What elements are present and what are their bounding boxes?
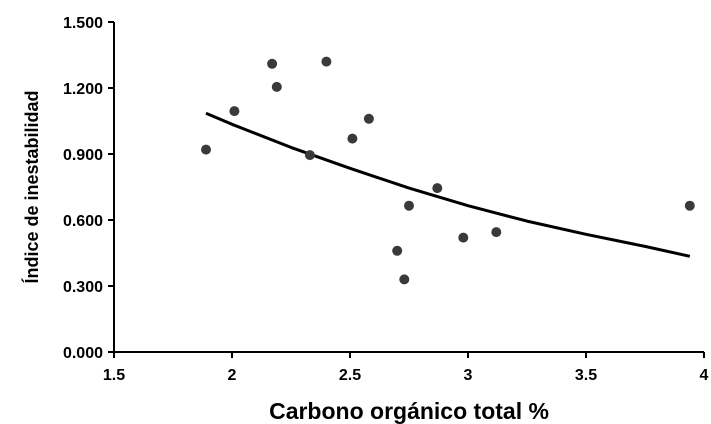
- y-tick-label: 0.600: [63, 213, 103, 230]
- x-tick-label: 1.5: [103, 367, 125, 384]
- data-point: [267, 58, 278, 69]
- data-point: [404, 200, 414, 211]
- data-point: [347, 133, 358, 144]
- plot-marks: [201, 56, 695, 285]
- data-point: [458, 232, 469, 243]
- x-axis-title: Carbono orgánico total %: [269, 398, 549, 424]
- data-point: [399, 274, 410, 285]
- data-point: [491, 227, 502, 238]
- y-tick-label: 0.300: [63, 279, 103, 296]
- data-point: [229, 106, 240, 117]
- x-tick-label: 4: [700, 367, 709, 384]
- y-ticks: 0.000 0.300 0.600 0.900 1.200 1.500: [63, 15, 114, 362]
- data-point: [392, 245, 403, 256]
- y-axis-title: Índice de inestabilidad: [21, 90, 42, 283]
- x-tick-label: 2.5: [339, 367, 361, 384]
- y-tick-label: 0.000: [63, 345, 103, 362]
- x-tick-label: 2: [228, 367, 237, 384]
- x-tick-label: 3: [464, 367, 473, 384]
- data-point: [271, 81, 282, 92]
- y-tick-label: 1.200: [63, 81, 103, 98]
- data-point: [684, 200, 695, 211]
- data-point: [432, 183, 443, 194]
- data-point: [363, 113, 374, 124]
- data-point: [201, 144, 211, 155]
- data-point: [321, 56, 332, 67]
- y-tick-label: 0.900: [63, 147, 103, 164]
- trend-line: [205, 111, 691, 258]
- y-tick-label: 1.500: [63, 15, 103, 32]
- axes: [113, 22, 704, 353]
- data-point: [304, 150, 315, 161]
- x-ticks: 1.5 2 2.5 3 3.5 4: [103, 352, 709, 384]
- x-tick-label: 3.5: [575, 367, 597, 384]
